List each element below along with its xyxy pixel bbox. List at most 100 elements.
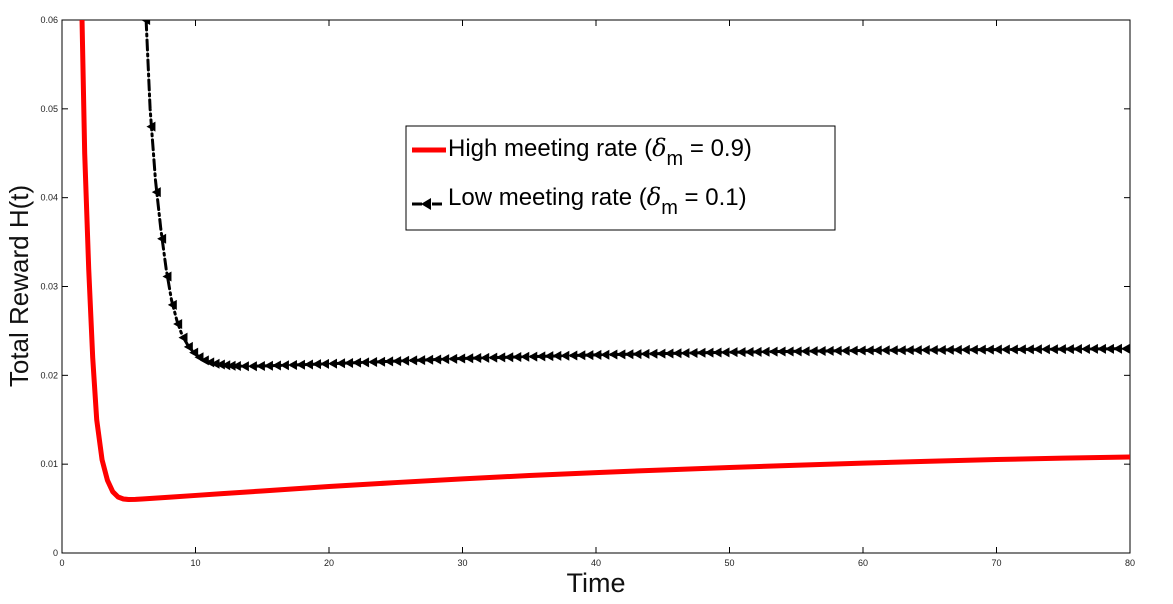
series-marker-low [952, 344, 962, 355]
x-tick-label: 30 [457, 558, 467, 568]
series-marker-low [1040, 344, 1050, 355]
series-marker-low [1000, 344, 1010, 355]
series-marker-low [167, 299, 177, 310]
series-marker-low [221, 360, 231, 371]
series-marker-low [680, 348, 690, 359]
legend-entry-high: High meeting rate (δm = 0.9) [448, 134, 752, 170]
series-marker-low [520, 351, 530, 362]
series-marker-low [183, 341, 193, 352]
series-marker-low [936, 344, 946, 355]
series-marker-low [1080, 343, 1090, 354]
series-marker-low [768, 346, 778, 357]
x-tick-label: 0 [59, 558, 64, 568]
series-line-high [79, 20, 1130, 503]
y-axis: 0 0.01 0.02 0.03 0.04 0.05 0.06 [40, 15, 1130, 558]
series-marker-low [440, 354, 450, 365]
series-marker-low [162, 271, 172, 282]
series-marker-low [888, 345, 898, 356]
series-marker-low [576, 350, 586, 361]
series-marker-low [1088, 343, 1098, 354]
series-marker-low [146, 121, 156, 132]
x-axis-label: Time [567, 568, 626, 598]
series-marker-low [239, 361, 249, 372]
series-marker-low [704, 347, 714, 358]
x-tick-label: 60 [858, 558, 868, 568]
series-marker-low [400, 355, 410, 366]
series-marker-low [624, 349, 634, 360]
series-marker-low [1064, 344, 1074, 355]
series-marker-low [226, 360, 236, 371]
series-marker-low [432, 354, 442, 365]
y-axis-label: Total Reward H(t) [4, 185, 34, 387]
series-marker-low [263, 360, 273, 371]
series-marker-low [672, 348, 682, 359]
series-marker-low [352, 357, 362, 368]
series-marker-low [784, 346, 794, 357]
series-marker-low [960, 344, 970, 355]
series-marker-low [504, 352, 514, 363]
series-marker-low [1104, 343, 1114, 354]
x-tick-label: 80 [1125, 558, 1135, 568]
series-marker-low [344, 357, 354, 368]
series-marker-low [189, 347, 199, 358]
series-marker-low [1024, 344, 1034, 355]
series-marker-low [173, 319, 183, 330]
series-marker-low [384, 356, 394, 367]
series-marker-low [512, 352, 522, 362]
series-marker-low [984, 344, 994, 355]
series-marker-low [360, 357, 370, 368]
series-marker-low [311, 359, 321, 370]
series-marker-low [648, 348, 658, 359]
series-marker-low [760, 346, 770, 357]
series-marker-low [824, 345, 834, 356]
series-layer [79, 20, 1130, 503]
series-marker-low [920, 345, 930, 356]
series-marker-low [640, 348, 650, 359]
x-tick-label: 20 [324, 558, 334, 568]
series-marker-low [616, 349, 626, 360]
series-marker-low [295, 359, 305, 370]
series-marker-low [205, 357, 215, 368]
y-tick-label: 0.02 [40, 370, 58, 380]
series-marker-low [792, 346, 802, 357]
series-marker-low [896, 345, 906, 356]
y-tick-label: 0.01 [40, 459, 58, 469]
series-marker-low [1096, 343, 1106, 354]
series-marker-low [992, 344, 1002, 355]
series-marker-low [736, 347, 746, 358]
series-marker-low [968, 344, 978, 355]
series-marker-low [912, 345, 922, 356]
series-marker-low [656, 348, 666, 359]
series-marker-low [568, 350, 578, 361]
series-marker-low [864, 345, 874, 356]
x-tick-label: 70 [991, 558, 1001, 568]
series-marker-low [928, 344, 938, 355]
series-marker-low [210, 358, 220, 369]
y-tick-label: 0.04 [40, 193, 58, 203]
series-marker-low [336, 358, 346, 369]
series-marker-low [688, 347, 698, 358]
series-marker-low [880, 345, 890, 356]
legend: High meeting rate (δm = 0.9) Low meeting… [405, 125, 836, 231]
series-marker-low [720, 347, 730, 358]
x-tick-label: 40 [591, 558, 601, 568]
series-marker-low [840, 345, 850, 356]
series-marker-low [488, 352, 498, 363]
y-tick-label: 0.06 [40, 15, 58, 25]
legend-marker-low [421, 198, 431, 210]
series-marker-low [496, 352, 506, 363]
series-marker-low [303, 359, 313, 370]
series-marker-low [157, 233, 167, 244]
series-marker-low [392, 356, 402, 367]
x-tick-label: 10 [190, 558, 200, 568]
series-marker-low [368, 357, 378, 368]
series-marker-low [1032, 344, 1042, 355]
series-marker-low [456, 353, 466, 364]
series-marker-low [872, 345, 882, 356]
series-marker-low [560, 350, 570, 361]
legend-box [405, 125, 836, 231]
series-marker-low [976, 344, 986, 355]
series-marker-low [1112, 343, 1122, 354]
series-marker-low [832, 345, 842, 356]
series-marker-low [1120, 343, 1130, 354]
